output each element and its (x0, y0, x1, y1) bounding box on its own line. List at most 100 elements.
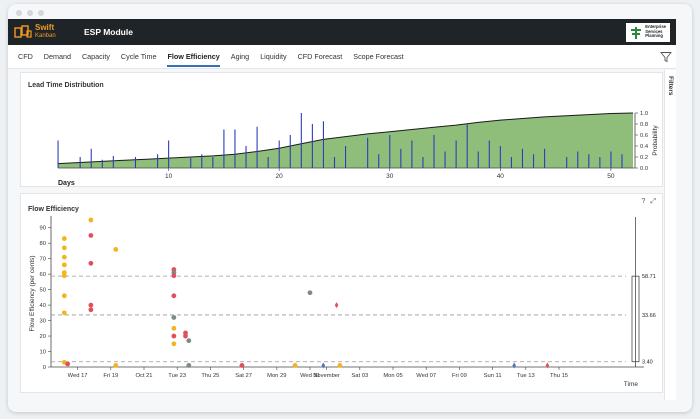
lead-time-panel: Lead Time Distribution 10 20 30 40 50 0.0 0.2 0… (20, 72, 663, 187)
distribution-bar (499, 146, 501, 168)
lead-time-chart: 10 20 30 40 50 0.0 0.2 0.4 0.6 0.8 1.0 Days Probabil… (57, 111, 659, 187)
data-point (292, 363, 298, 368)
tab-cycle-time[interactable]: Cycle Time (120, 51, 157, 61)
tab-demand[interactable]: Demand (43, 51, 71, 61)
data-point (171, 341, 177, 347)
data-point (512, 362, 516, 369)
distribution-bar (201, 154, 203, 168)
x-tick-label: Wed 17 (68, 373, 88, 379)
filters-label[interactable]: Filters (667, 76, 674, 96)
data-point (337, 363, 343, 368)
distribution-bar (79, 157, 81, 168)
data-point (171, 293, 177, 299)
data-point (186, 338, 192, 344)
tab-cfd-forecast[interactable]: CFD Forecast (297, 51, 343, 61)
distribution-bar (278, 140, 280, 168)
window-dot-icon[interactable] (27, 10, 33, 16)
distribution-bar (300, 113, 302, 168)
distribution-bar (510, 157, 512, 168)
distribution-bar (322, 121, 324, 168)
window-dot-icon[interactable] (38, 10, 44, 16)
distribution-bar (466, 124, 468, 168)
distribution-bar (190, 158, 192, 168)
data-point (183, 333, 188, 339)
distribution-bar (256, 126, 258, 168)
x-tick-label: 30 (386, 173, 394, 180)
x-tick-label: 10 (165, 173, 173, 180)
data-point (61, 293, 67, 299)
data-point (334, 302, 339, 309)
y-tick-label: 0.6 (640, 133, 648, 139)
data-point (321, 362, 326, 369)
esp-logo-line: Planning (645, 33, 663, 39)
x-axis-title: Time (624, 381, 639, 388)
tab-capacity[interactable]: Capacity (81, 51, 110, 61)
y-tick-label: 10 (40, 350, 46, 356)
y-tick-label: 90 (40, 226, 46, 232)
data-point (171, 273, 177, 279)
lead-time-title: Lead Time Distribution (28, 82, 104, 89)
x-tick-label: Tue 13 (517, 373, 535, 379)
distribution-bar (90, 148, 92, 168)
distribution-bar (333, 157, 336, 168)
distribution-bar (621, 154, 623, 168)
distribution-bar (223, 129, 225, 168)
flow-efficiency-panel: Flow Efficiency ? ⤢ 0 10 20 30 40 50 60 70 80 90 F… (20, 193, 663, 393)
x-tick-label: Sun 11 (484, 373, 502, 379)
data-point (61, 310, 67, 316)
distribution-bar (57, 140, 59, 168)
filters-sidebar[interactable]: Filters (664, 70, 676, 400)
tab-liquidity[interactable]: Liquidity (260, 51, 287, 61)
x-tick-label: Wed 31 (300, 373, 320, 379)
data-point (113, 247, 119, 252)
expand-icon[interactable]: ⤢ (650, 198, 656, 205)
data-point (88, 217, 94, 223)
y-tick-label: 0.2 (640, 155, 648, 161)
y-tick-label: 70 (40, 257, 46, 263)
x-tick-label: Thu 15 (550, 373, 568, 379)
distribution-bar (444, 151, 446, 168)
y-tick-label: 0 (43, 365, 46, 371)
kanban-logo-icon (14, 25, 32, 38)
data-point (171, 333, 177, 339)
distribution-bar (577, 151, 579, 168)
distribution-bar (599, 157, 601, 168)
flow-efficiency-title: Flow Efficiency (28, 206, 79, 213)
y-tick-label: 50 (40, 288, 46, 294)
window-dot-icon[interactable] (16, 10, 22, 16)
data-point (61, 245, 67, 251)
data-point (171, 325, 177, 331)
swift-kanban-logo[interactable]: Swift Kanban (8, 24, 74, 40)
data-point (61, 236, 67, 241)
help-icon[interactable]: ? (641, 198, 646, 205)
tab-aging[interactable]: Aging (230, 51, 250, 61)
x-tick-label: 50 (607, 173, 615, 180)
brand-name: Swift (35, 23, 55, 32)
tab-flow-efficiency[interactable]: Flow Efficiency (167, 45, 221, 69)
distribution-bar (378, 154, 380, 168)
distribution-bar (532, 154, 535, 168)
data-point (113, 363, 119, 368)
reference-line-label: 58.71 (642, 274, 656, 280)
tab-scope-forecast[interactable]: Scope Forecast (353, 51, 404, 61)
data-point (61, 273, 67, 279)
distribution-bar (367, 137, 369, 168)
distribution-bar (433, 135, 435, 168)
app-header: Swift Kanban ESP Module Enterprise Servi… (8, 19, 676, 45)
filter-icon[interactable] (660, 51, 672, 63)
data-point (61, 254, 67, 260)
x-tick-label: Tue 23 (168, 373, 186, 379)
module-title: ESP Module (84, 27, 133, 37)
x-tick-label: Fri 09 (452, 373, 467, 379)
y-tick-label: 80 (40, 241, 46, 247)
distribution-bar (289, 135, 291, 168)
x-tick-label: Oct 21 (135, 373, 152, 379)
y-axis-title: Probability (652, 125, 659, 156)
tab-cfd[interactable]: CFD (18, 51, 33, 61)
data-point (171, 315, 177, 320)
x-tick-label: Sat 27 (235, 373, 252, 379)
x-tick-label: Mon 29 (267, 373, 286, 379)
y-tick-label: 1.0 (640, 111, 648, 117)
x-tick-label: November (313, 373, 340, 379)
distribution-bar (112, 155, 114, 168)
